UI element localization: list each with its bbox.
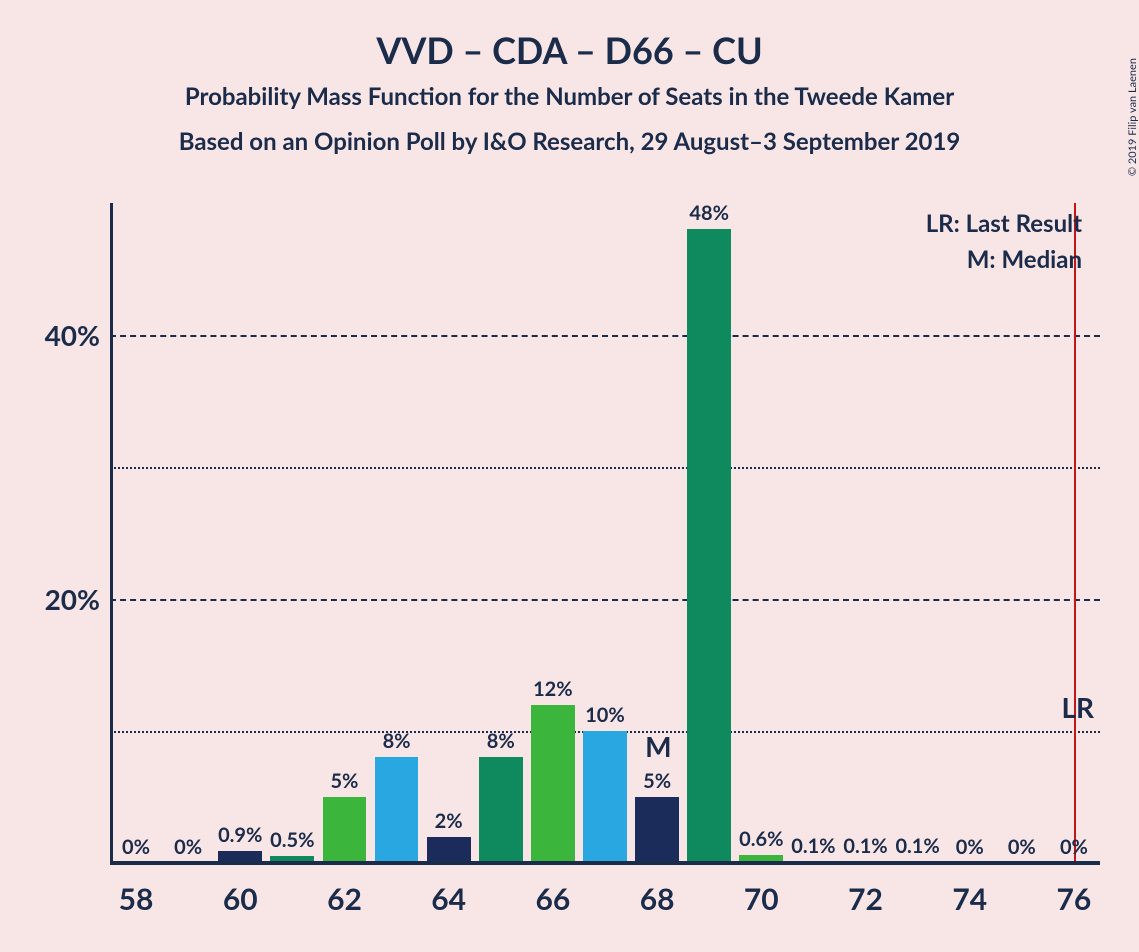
x-tick-label: 76 <box>1057 863 1092 917</box>
bar-value-label: 0% <box>1060 835 1088 863</box>
x-tick-label: 68 <box>640 863 675 917</box>
x-tick-label: 74 <box>952 863 987 917</box>
bar: 8% <box>479 757 523 863</box>
bar-value-label: 0.9% <box>218 823 262 851</box>
bar-value-label: 0.5% <box>270 828 314 856</box>
grid-line <box>110 467 1100 469</box>
bar: 5% <box>323 797 367 863</box>
chart-subtitle-2: Based on an Opinion Poll by I&O Research… <box>0 127 1139 156</box>
bar-value-label: 8% <box>487 729 515 757</box>
bar: 48% <box>687 229 731 863</box>
x-tick-label: 70 <box>744 863 779 917</box>
bar-value-label: 0.1% <box>843 834 887 862</box>
x-tick-label: 72 <box>848 863 883 917</box>
bar-value-label: 0.1% <box>791 834 835 862</box>
bar-value-label: 10% <box>585 703 625 731</box>
bar: 5% <box>635 797 679 863</box>
x-tick-label: 64 <box>431 863 466 917</box>
median-marker: M <box>645 729 671 763</box>
bar: 2% <box>427 837 471 863</box>
bar: 10% <box>583 731 627 863</box>
bar-value-label: 0% <box>1008 835 1036 863</box>
bar-value-label: 0.6% <box>739 827 783 855</box>
bar-value-label: 0% <box>122 835 150 863</box>
copyright-text: © 2019 Filip van Laenen <box>1126 58 1139 176</box>
x-tick-label: 60 <box>223 863 258 917</box>
y-tick-label: 40% <box>45 318 110 352</box>
bar: 12% <box>531 705 575 863</box>
last-result-marker: LR <box>1061 690 1094 724</box>
grid-line <box>110 335 1100 337</box>
bar-value-label: 0.1% <box>895 834 939 862</box>
bar-value-label: 12% <box>533 677 573 705</box>
bar-value-label: 5% <box>330 769 358 797</box>
bar: 8% <box>375 757 419 863</box>
bar-value-label: 5% <box>643 769 671 797</box>
x-tick-label: 58 <box>119 863 154 917</box>
grid-line <box>110 599 1100 601</box>
x-tick-label: 66 <box>535 863 570 917</box>
bar-value-label: 8% <box>383 729 411 757</box>
legend-item: M: Median <box>967 245 1082 274</box>
y-axis-line <box>110 203 113 863</box>
bar-value-label: 48% <box>689 201 729 229</box>
y-tick-label: 20% <box>45 582 110 616</box>
x-tick-label: 62 <box>327 863 362 917</box>
chart-subtitle-1: Probability Mass Function for the Number… <box>0 82 1139 111</box>
chart-plot-area: 20%40%0%0%0.9%0.5%5%8%2%8%12%10%5%48%0.6… <box>110 203 1100 863</box>
bar-value-label: 0% <box>174 835 202 863</box>
last-result-line <box>1074 203 1076 863</box>
bar-value-label: 2% <box>435 809 463 837</box>
chart-title: VVD – CDA – D66 – CU <box>0 28 1139 72</box>
legend-item: LR: Last Result <box>926 209 1082 238</box>
bar-value-label: 0% <box>956 835 984 863</box>
